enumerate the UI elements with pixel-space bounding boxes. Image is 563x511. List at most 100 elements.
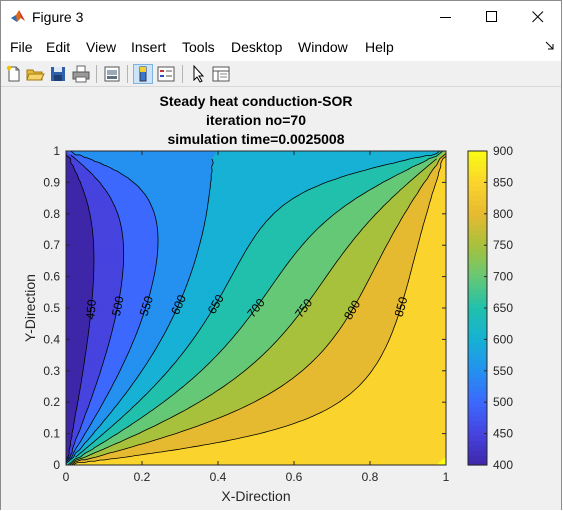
- save-button[interactable]: [48, 64, 68, 84]
- new-figure-button[interactable]: [4, 64, 24, 84]
- legend-button[interactable]: [156, 64, 176, 84]
- colorbar-swatch: [468, 357, 487, 363]
- y-tick-label: 0.8: [43, 207, 60, 221]
- colorbar-swatch: [468, 352, 487, 358]
- toolbar-separator: [127, 65, 128, 83]
- legend-icon: [157, 66, 175, 82]
- colorbar-swatch: [468, 170, 487, 177]
- print-preview-button[interactable]: [102, 64, 122, 84]
- contour-line-500: [66, 154, 125, 461]
- x-tick-label: 0.8: [362, 470, 379, 484]
- y-tick-label: 0.2: [43, 395, 60, 409]
- colorbar-button[interactable]: [133, 64, 153, 84]
- title-line: Steady heat conduction-SOR: [160, 93, 353, 109]
- contour-line-700: [67, 151, 444, 465]
- colorbar-swatch: [468, 283, 487, 289]
- colorbar-swatch: [468, 165, 487, 172]
- colorbar-swatch: [468, 386, 487, 393]
- colorbar-swatch: [468, 381, 487, 388]
- minimize-button[interactable]: [423, 1, 469, 33]
- close-button[interactable]: [515, 1, 561, 33]
- window-title: Figure 3: [32, 9, 84, 25]
- y-tick-label: 0: [53, 458, 60, 472]
- colorbar-swatch: [468, 151, 487, 157]
- colorbar-swatch: [468, 244, 487, 250]
- title-bar: Figure 3: [1, 1, 561, 33]
- contour-lines: [66, 151, 446, 465]
- menu-file[interactable]: File: [10, 39, 33, 55]
- colorbar-swatch: [468, 371, 487, 378]
- menu-insert[interactable]: Insert: [131, 39, 167, 55]
- x-tick-label: 1: [443, 470, 450, 484]
- colorbar-swatch: [468, 224, 487, 231]
- contour-label-850: 850: [392, 295, 411, 318]
- colorbar-swatch: [468, 411, 487, 417]
- colorbar-swatch: [468, 332, 487, 339]
- title-line: simulation time=0.0025008: [167, 131, 344, 147]
- colorbar-swatch: [468, 415, 487, 422]
- colorbar-tick-label: 700: [493, 270, 513, 284]
- colorbar-swatch: [468, 278, 487, 285]
- colorbar-swatch: [468, 327, 487, 334]
- colorbar-swatch: [468, 460, 487, 466]
- colorbar-swatch: [468, 445, 487, 451]
- colorbar-tick-label: 750: [493, 238, 513, 252]
- colorbar-swatch: [468, 190, 487, 196]
- property-inspector-button[interactable]: [211, 64, 231, 84]
- colorbar-swatch: [468, 337, 487, 343]
- colorbar-swatch: [468, 401, 487, 407]
- contour-label-500: 500: [109, 295, 127, 318]
- minimize-icon: [440, 17, 451, 18]
- y-tick-label: 0.6: [43, 270, 60, 284]
- colorbar-tick-label: 650: [493, 301, 513, 315]
- colorbar-swatch: [468, 239, 487, 245]
- edit-plot-button[interactable]: [188, 64, 208, 84]
- y-tick-label: 0.1: [43, 427, 60, 441]
- dock-arrow-icon[interactable]: [545, 41, 555, 51]
- x-tick-label: 0.2: [134, 470, 151, 484]
- menu-window[interactable]: Window: [298, 39, 348, 55]
- menu-view[interactable]: View: [86, 39, 117, 55]
- colorbar-swatch: [468, 180, 487, 186]
- menu-desktop[interactable]: Desktop: [231, 39, 283, 55]
- colorbar-swatch: [468, 293, 487, 299]
- contour-label-550: 550: [137, 294, 156, 318]
- colorbar-swatch: [468, 219, 487, 226]
- colorbar-swatch: [468, 273, 487, 280]
- colorbar-tick-label: 600: [493, 332, 513, 346]
- print-preview-icon: [104, 66, 120, 82]
- colorbar-tick-label: 400: [493, 458, 513, 472]
- print-button[interactable]: [71, 64, 91, 84]
- colorbar-swatch: [468, 288, 487, 294]
- contour-plot[interactable]: Steady heat conduction-SOR iteration no=7…: [1, 87, 562, 510]
- y-tick-label: 0.3: [43, 364, 60, 378]
- colorbar[interactable]: 400 450 500 550 600 650 700 750 800 850 900: [467, 144, 513, 472]
- colorbar-swatch: [468, 440, 487, 446]
- menu-tools[interactable]: Tools: [182, 39, 215, 55]
- colorbar-swatch: [468, 322, 487, 329]
- colorbar-swatch: [468, 263, 487, 270]
- menu-bar: File Edit View Insert Tools Desktop Wind…: [1, 33, 561, 61]
- colorbar-swatch: [468, 425, 487, 432]
- colorbar-swatch: [468, 455, 487, 461]
- y-tick-label: 1: [53, 144, 60, 158]
- y-tick-label: 0.5: [43, 301, 60, 315]
- contour-line-850: [73, 155, 446, 465]
- menu-edit[interactable]: Edit: [46, 39, 71, 55]
- menu-help[interactable]: Help: [365, 39, 394, 55]
- x-tick-label: 0: [63, 470, 70, 484]
- colorbar-swatch: [468, 376, 487, 383]
- x-tick-label: 0.6: [286, 470, 303, 484]
- save-icon: [51, 67, 65, 81]
- colorbar-swatch: [468, 185, 487, 191]
- open-file-button[interactable]: [25, 64, 45, 84]
- colorbar-tick-label: 800: [493, 207, 513, 221]
- y-tick-label: 0.9: [43, 175, 60, 189]
- colorbar-swatch: [468, 308, 487, 314]
- contour-line-750: [69, 158, 437, 465]
- y-axis-label: Y-Direction: [22, 274, 38, 342]
- maximize-button[interactable]: [469, 1, 515, 33]
- colorbar-swatch: [468, 258, 487, 265]
- colorbar-swatch: [468, 342, 487, 348]
- colorbar-swatch: [468, 396, 487, 402]
